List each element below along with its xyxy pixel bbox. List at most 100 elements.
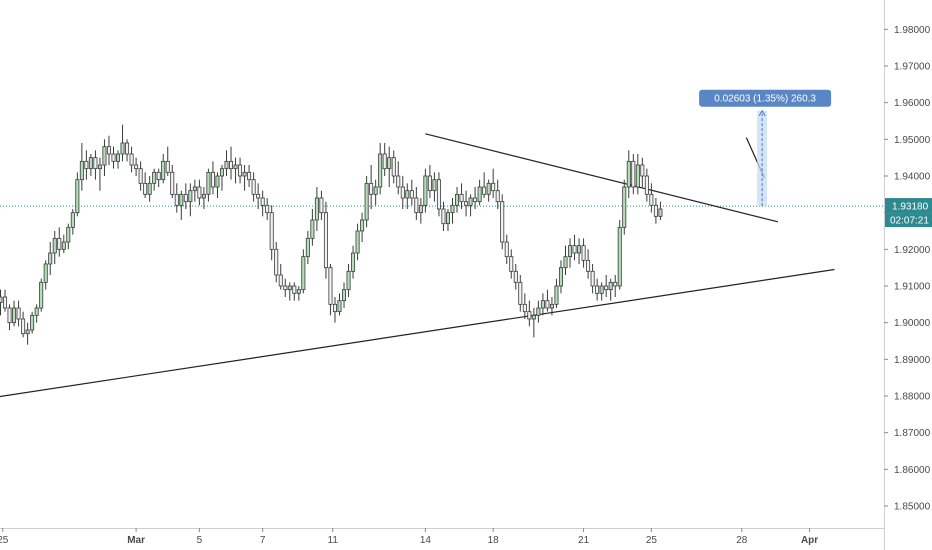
candle-body — [305, 237, 310, 258]
time-tick-label: Apr — [801, 535, 818, 546]
candle-body — [179, 193, 184, 206]
candle — [346, 264, 351, 297]
candle-body — [111, 153, 116, 162]
candle — [486, 179, 491, 202]
candle-body — [586, 259, 591, 272]
candle — [161, 154, 166, 184]
candle — [125, 139, 130, 162]
candle — [405, 183, 410, 209]
candle-body — [622, 186, 627, 228]
time-axis[interactable]: 25 Mar 5 7 11 14 18 21 25 28 Apr — [0, 528, 884, 546]
candle-body — [436, 179, 441, 210]
candle-body — [75, 179, 80, 214]
candle-body — [504, 241, 509, 258]
candle — [364, 176, 369, 228]
candle — [590, 264, 595, 294]
candle-body — [247, 171, 252, 181]
price-tick-label: 1.88000 — [894, 392, 931, 403]
candle — [219, 165, 224, 191]
candle — [577, 238, 582, 264]
candle-body — [500, 201, 505, 243]
candle-body — [658, 208, 663, 217]
candle-body — [16, 307, 21, 320]
candle-body — [296, 289, 301, 294]
trendline-support[interactable] — [0, 268, 835, 398]
candle-body — [373, 186, 378, 195]
candle — [30, 311, 35, 334]
candle-body — [473, 197, 478, 203]
candle-body — [152, 171, 157, 184]
candle-body — [323, 212, 328, 269]
candle — [201, 187, 206, 209]
price-tick-label: 1.96000 — [894, 98, 931, 109]
candle-body — [495, 190, 500, 203]
price-tick-label: 1.86000 — [894, 465, 931, 476]
candle — [305, 231, 310, 264]
trendline-resistance[interactable] — [425, 133, 779, 223]
candle-body — [527, 311, 532, 320]
candle-body — [39, 281, 44, 309]
candle-body — [34, 307, 39, 316]
candle — [355, 223, 360, 261]
candle-body — [256, 193, 261, 199]
candle — [504, 234, 509, 264]
time-tick-label: 7 — [260, 535, 266, 546]
candle — [296, 286, 301, 301]
candle-body — [188, 190, 193, 203]
candle — [120, 124, 125, 162]
candle — [156, 168, 161, 187]
candle — [61, 234, 66, 253]
candle — [66, 223, 71, 250]
candle-body — [346, 270, 351, 291]
candle-body — [581, 245, 586, 261]
candle-body — [351, 252, 356, 272]
candle — [260, 190, 265, 217]
candle-body — [405, 190, 410, 199]
candle-body — [116, 153, 121, 162]
candle-body — [414, 197, 419, 214]
candle-body — [509, 256, 514, 272]
candle — [622, 179, 627, 235]
candle-body — [147, 182, 152, 195]
candle — [256, 183, 261, 209]
candle-body — [342, 289, 347, 302]
candle — [323, 201, 328, 279]
candle — [93, 150, 98, 180]
candle-body — [165, 160, 170, 173]
candle-body — [183, 193, 188, 203]
candle — [432, 172, 437, 202]
candle — [644, 168, 649, 202]
candle — [477, 179, 482, 206]
candle-body — [378, 153, 383, 188]
candle — [640, 157, 645, 187]
candle — [518, 275, 523, 312]
candle-body — [635, 164, 640, 188]
candle — [179, 190, 184, 220]
candle — [423, 168, 428, 213]
candle — [111, 146, 116, 169]
candle — [224, 150, 229, 176]
time-tick-label: 5 — [197, 535, 203, 546]
price-tick-label: 1.91000 — [894, 282, 931, 293]
candle-body — [102, 146, 107, 166]
price-tick-label: 1.94000 — [894, 172, 931, 183]
candle — [513, 264, 518, 290]
candle — [436, 172, 441, 217]
candle — [48, 242, 53, 275]
candle-body — [563, 256, 568, 269]
candle — [165, 146, 170, 176]
candle-body — [84, 160, 89, 170]
candle — [468, 194, 473, 217]
candle — [568, 238, 573, 268]
candle-body — [423, 175, 428, 206]
candle — [558, 260, 563, 294]
candle — [482, 172, 487, 198]
candle — [310, 209, 315, 246]
candle — [418, 198, 423, 224]
price-axis[interactable]: 1.85000 1.86000 1.87000 1.88000 1.89000 1.900… — [884, 0, 932, 550]
candle-body — [540, 300, 545, 309]
candle-body — [468, 197, 473, 206]
candle — [0, 289, 3, 316]
candle — [617, 220, 622, 290]
